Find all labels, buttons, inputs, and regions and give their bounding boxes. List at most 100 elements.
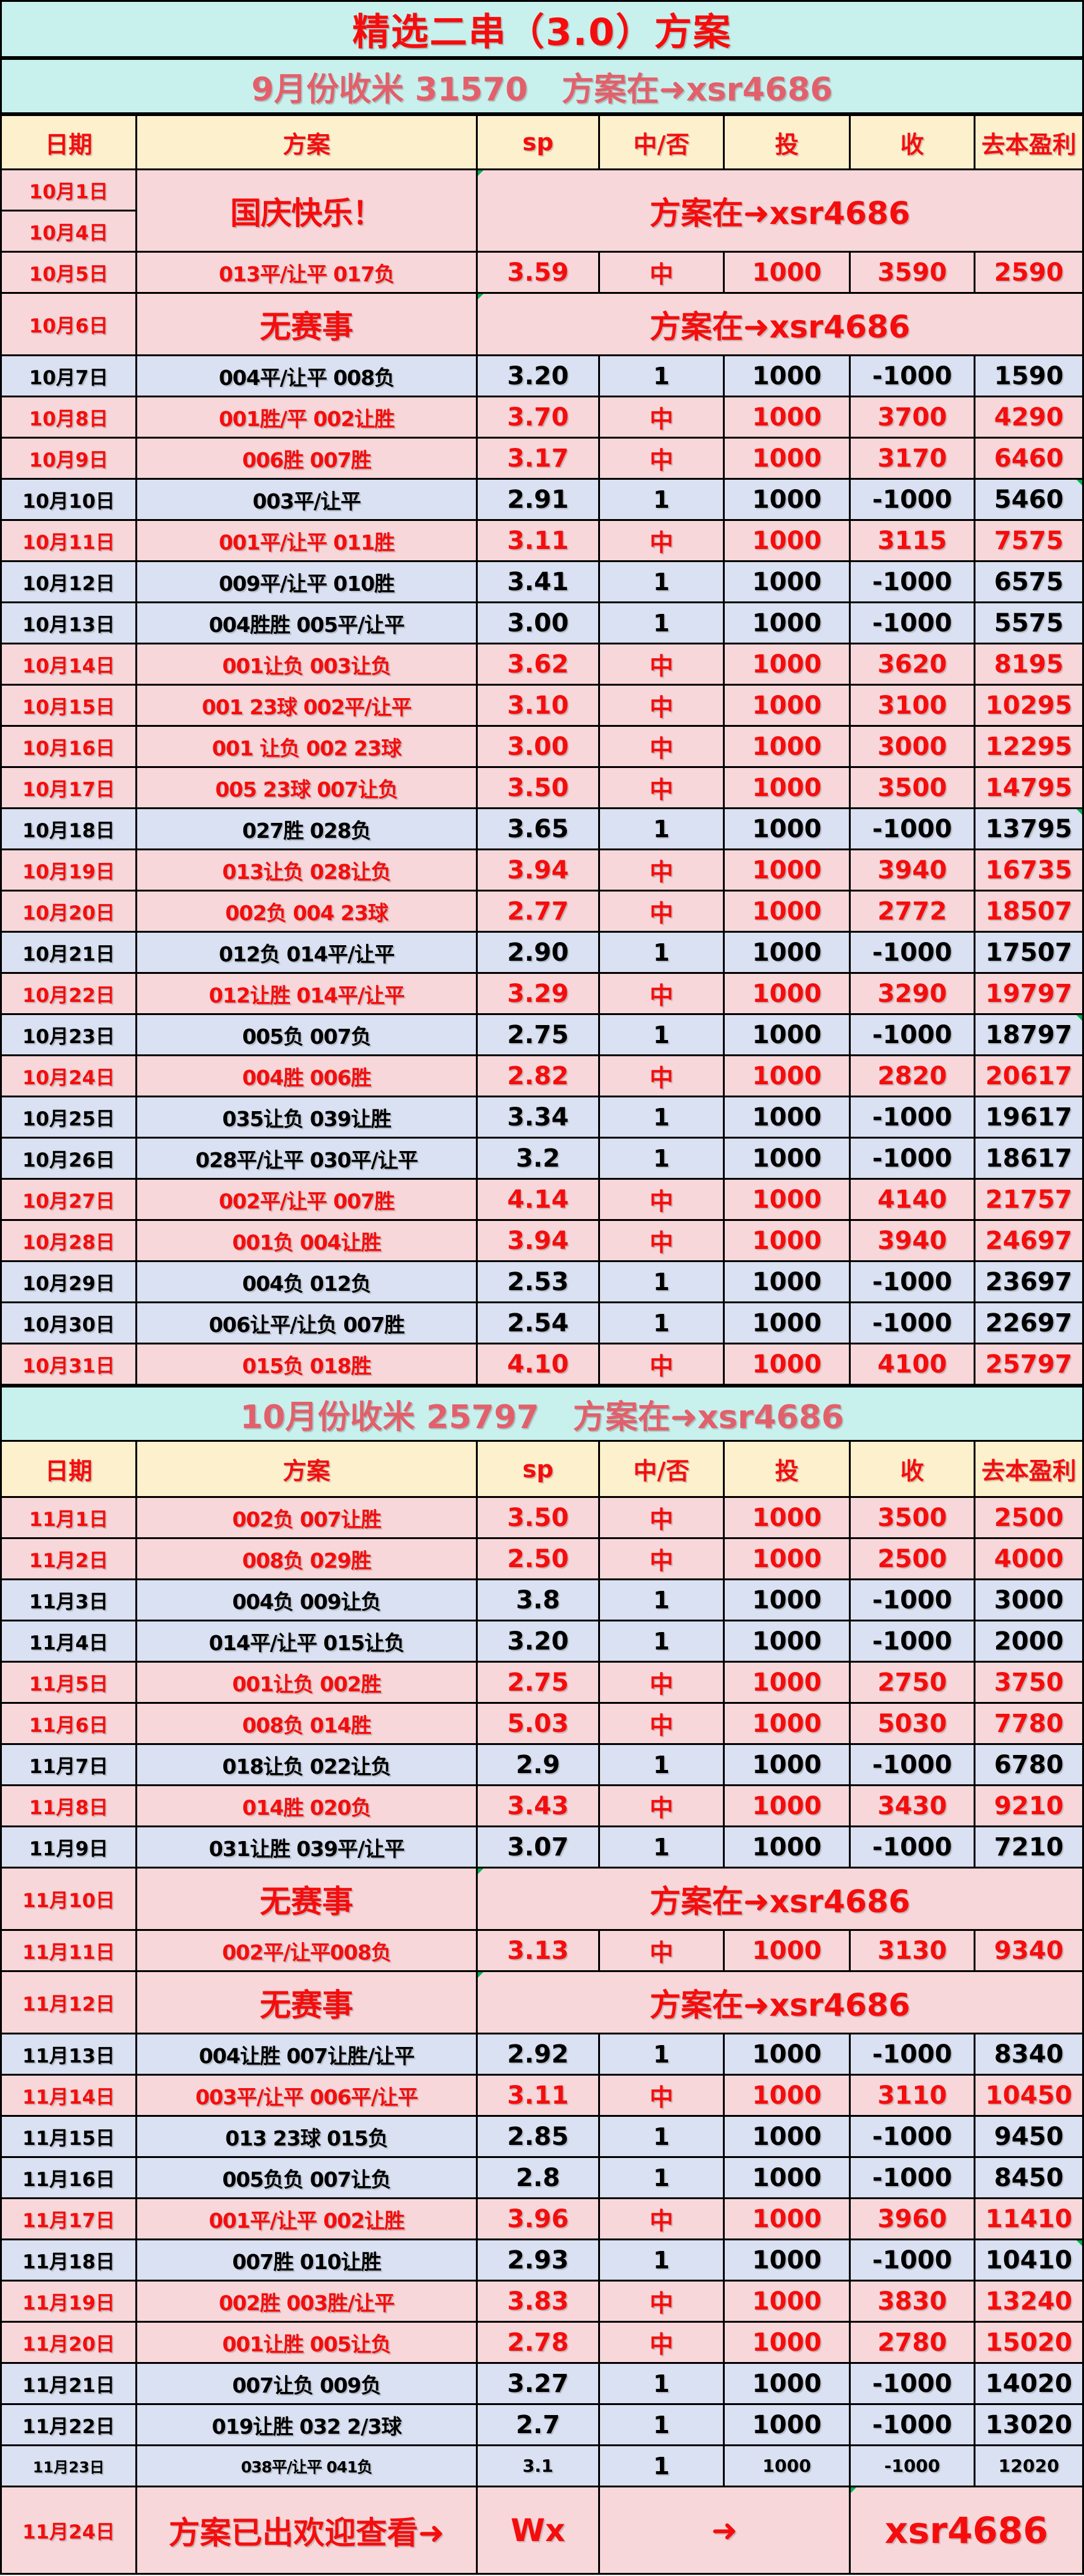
sp-cell: 2.9 bbox=[478, 1745, 600, 1786]
profit-cell: 8340 bbox=[975, 2034, 1084, 2076]
no-match-label: 无赛事 bbox=[137, 1869, 478, 1931]
plan-cell: 001平/让平 002让胜 bbox=[137, 2199, 478, 2240]
table-row: 11月9日 031让胜 039平/让平 3.07 1 1000 -1000 7210 bbox=[2, 1827, 1084, 1869]
return-cell: 3115 bbox=[851, 521, 975, 562]
profit-cell: 9210 bbox=[975, 1786, 1084, 1827]
profit-cell: 8450 bbox=[975, 2158, 1084, 2199]
profit-cell: 11410 bbox=[975, 2199, 1084, 2240]
table-row: 10月28日 001负 004让胜 3.94 中 1000 3940 24697 bbox=[2, 1221, 1084, 1262]
date-cell: 11月20日 bbox=[2, 2323, 137, 2364]
plan-cell: 003平/让平 bbox=[137, 480, 478, 521]
hit-cell: 中 bbox=[600, 1704, 725, 1745]
stake-cell: 1000 bbox=[725, 1931, 851, 1972]
column-header-sp: sp bbox=[478, 114, 600, 170]
plan-cell: 001胜/平 002让胜 bbox=[137, 397, 478, 439]
return-cell: -1000 bbox=[851, 2240, 975, 2282]
stake-cell: 1000 bbox=[725, 1621, 851, 1663]
stake-cell: 1000 bbox=[725, 1344, 851, 1386]
plan-cell: 002负 004 23球 bbox=[137, 892, 478, 933]
hit-cell: 中 bbox=[600, 439, 725, 480]
profit-cell: 19797 bbox=[975, 974, 1084, 1015]
sp-cell: 3.00 bbox=[478, 727, 600, 768]
date-cell: 11月24日 bbox=[2, 2487, 137, 2575]
october-summary-text: 10月份收米 25797 方案在➜xsr4686 bbox=[2, 1386, 1084, 1442]
hit-cell: 中 bbox=[600, 2076, 725, 2117]
table-row: 10月14日 001让负 003让负 3.62 中 1000 3620 8195 bbox=[2, 644, 1084, 686]
no-match-row: 10月6日 无赛事 方案在➜xsr4686 bbox=[2, 294, 1084, 356]
date-cell: 10月19日 bbox=[2, 850, 137, 892]
table-row: 11月18日 007胜 010让胜 2.93 1 1000 -1000 10410 bbox=[2, 2240, 1084, 2282]
sp-cell: 3.65 bbox=[478, 809, 600, 850]
profit-cell: 17507 bbox=[975, 933, 1084, 974]
profit-cell: 1590 bbox=[975, 356, 1084, 397]
table-row: 10月16日 001 让负 002 23球 3.00 中 1000 3000 12295 bbox=[2, 727, 1084, 768]
stake-cell: 1000 bbox=[725, 686, 851, 727]
plan-cell: 007胜 010让胜 bbox=[137, 2240, 478, 2282]
table-row: 11月3日 004负 009让负 3.8 1 1000 -1000 3000 bbox=[2, 1580, 1084, 1621]
no-match-row: 11月12日 无赛事 方案在➜xsr4686 bbox=[2, 1972, 1084, 2034]
profit-cell: 12020 bbox=[975, 2446, 1084, 2487]
return-cell: 3960 bbox=[851, 2199, 975, 2240]
return-cell: -1000 bbox=[851, 1097, 975, 1139]
holiday-date-cells: 10月1日 10月4日 bbox=[2, 170, 137, 253]
plan-cell: 001让负 003让负 bbox=[137, 644, 478, 686]
return-cell: 2780 bbox=[851, 2323, 975, 2364]
hit-cell: 1 bbox=[600, 2117, 725, 2158]
date-cell: 10月8日 bbox=[2, 397, 137, 439]
sp-cell: 2.93 bbox=[478, 2240, 600, 2282]
column-header-plan: 方案 bbox=[137, 114, 478, 170]
column-header-return: 收 bbox=[851, 114, 975, 170]
date-cell: 10月14日 bbox=[2, 644, 137, 686]
stake-cell: 1000 bbox=[725, 1221, 851, 1262]
return-cell: 3000 bbox=[851, 727, 975, 768]
sp-cell: 3.27 bbox=[478, 2364, 600, 2405]
profit-cell: 9340 bbox=[975, 1931, 1084, 1972]
stake-cell: 1000 bbox=[725, 1580, 851, 1621]
table-row: 11月1日 002负 007让胜 3.50 中 1000 3500 2500 bbox=[2, 1498, 1084, 1539]
sp-cell: 3.20 bbox=[478, 356, 600, 397]
return-cell: -1000 bbox=[851, 1745, 975, 1786]
hit-cell: 中 bbox=[600, 1786, 725, 1827]
return-cell: 3940 bbox=[851, 1221, 975, 1262]
hit-cell: 中 bbox=[600, 892, 725, 933]
column-header-sp: sp bbox=[478, 1442, 600, 1498]
hit-cell: 1 bbox=[600, 562, 725, 603]
hit-cell: 中 bbox=[600, 850, 725, 892]
plan-cell: 038平/让平 041负 bbox=[137, 2446, 478, 2487]
stake-cell: 1000 bbox=[725, 2076, 851, 2117]
date-cell: 11月19日 bbox=[2, 2282, 137, 2323]
date-cell: 10月26日 bbox=[2, 1139, 137, 1180]
date-cell: 11月14日 bbox=[2, 2076, 137, 2117]
profit-cell: 24697 bbox=[975, 1221, 1084, 1262]
sp-cell: 3.29 bbox=[478, 974, 600, 1015]
return-cell: 3700 bbox=[851, 397, 975, 439]
date-cell: 11月6日 bbox=[2, 1704, 137, 1745]
return-cell: -1000 bbox=[851, 1621, 975, 1663]
sp-cell: 3.96 bbox=[478, 2199, 600, 2240]
sp-cell: 3.00 bbox=[478, 603, 600, 644]
profit-cell: 14020 bbox=[975, 2364, 1084, 2405]
date-cell: 10月11日 bbox=[2, 521, 137, 562]
date-cell: 10月23日 bbox=[2, 1015, 137, 1056]
stake-cell: 1000 bbox=[725, 2446, 851, 2487]
plan-cell: 007让负 009负 bbox=[137, 2364, 478, 2405]
plan-cell: 013让负 028让负 bbox=[137, 850, 478, 892]
plan-cell: 004让胜 007让胜/让平 bbox=[137, 2034, 478, 2076]
no-match-row: 11月10日 无赛事 方案在➜xsr4686 bbox=[2, 1869, 1084, 1931]
profit-cell: 9450 bbox=[975, 2117, 1084, 2158]
column-header-row-november: 日期 方案 sp 中/否 投 收 去本盈利 bbox=[2, 1442, 1084, 1498]
hit-cell: 1 bbox=[600, 356, 725, 397]
profit-cell: 20617 bbox=[975, 1056, 1084, 1097]
date-cell: 10月5日 bbox=[2, 253, 137, 294]
profit-cell: 7575 bbox=[975, 521, 1084, 562]
holiday-row: 10月1日 10月4日 国庆快乐！ 方案在➜xsr4686 bbox=[2, 170, 1084, 253]
return-cell: -1000 bbox=[851, 562, 975, 603]
date-cell: 10月9日 bbox=[2, 439, 137, 480]
table-row: 11月19日 002胜 003胜/让平 3.83 中 1000 3830 13240 bbox=[2, 2282, 1084, 2323]
return-cell: 4140 bbox=[851, 1180, 975, 1221]
hit-cell: 1 bbox=[600, 2158, 725, 2199]
date-cell: 10月21日 bbox=[2, 933, 137, 974]
stake-cell: 1000 bbox=[725, 1786, 851, 1827]
plan-cell: 004平/让平 008负 bbox=[137, 356, 478, 397]
